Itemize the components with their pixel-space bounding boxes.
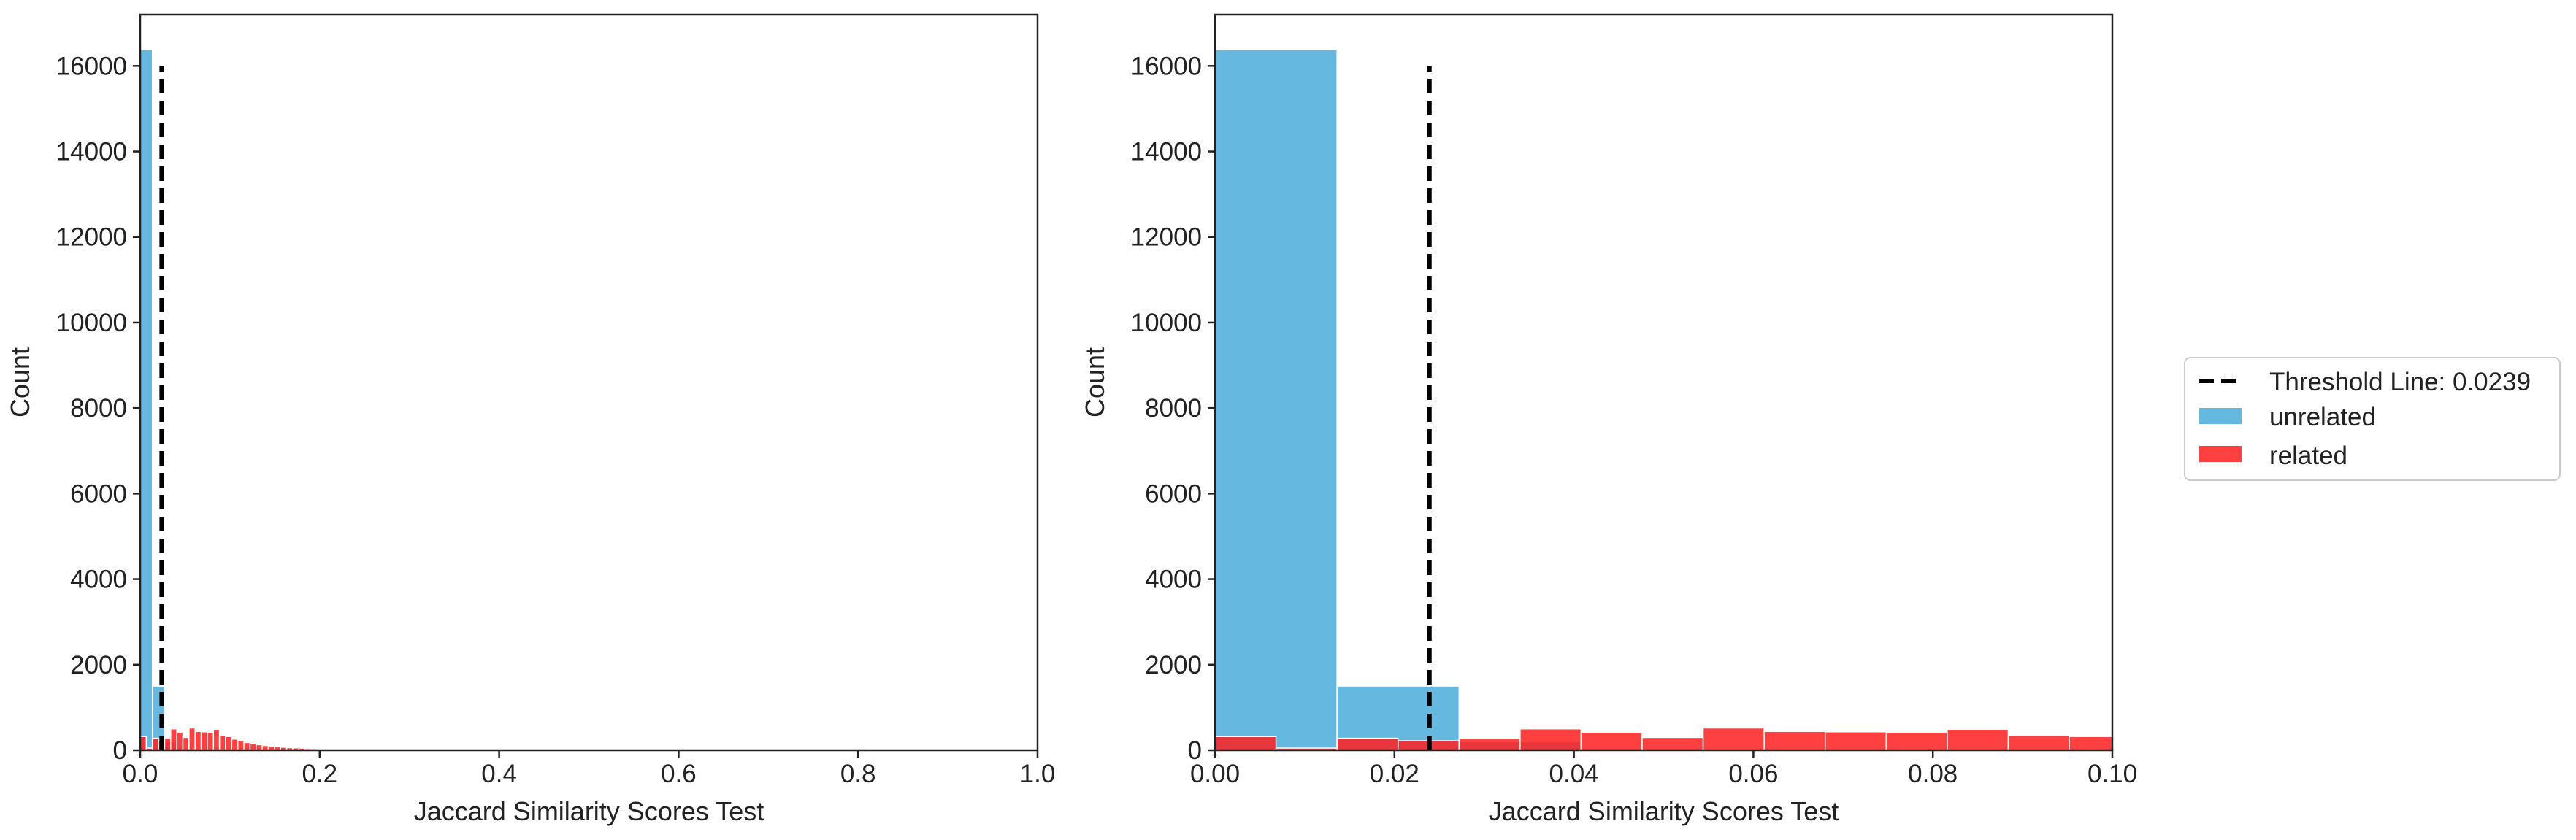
bar-related bbox=[1580, 731, 1643, 750]
x-tick-label: 0.04 bbox=[1549, 760, 1599, 788]
y-tick-label: 4000 bbox=[70, 566, 127, 594]
axes-frame bbox=[139, 13, 1039, 752]
bar-related bbox=[176, 731, 184, 750]
x-tick-label: 0.2 bbox=[302, 760, 337, 788]
bar-related bbox=[1519, 728, 1582, 750]
y-tick-label: 16000 bbox=[56, 52, 127, 80]
y-axis-label: Count bbox=[5, 347, 35, 417]
legend-item-threshold: Threshold Line: 0.0239 bbox=[2269, 368, 2531, 396]
bar-related bbox=[207, 731, 215, 750]
legend-item-related: related bbox=[2269, 442, 2347, 470]
x-tick-label: 0.02 bbox=[1370, 760, 1419, 788]
y-tick-label: 10000 bbox=[1131, 309, 1202, 337]
x-tick-label: 0.00 bbox=[1190, 760, 1240, 788]
bar-related bbox=[237, 739, 245, 750]
bar-related bbox=[1702, 727, 1765, 750]
bar-related bbox=[2069, 736, 2112, 750]
y-tick-label: 6000 bbox=[1145, 479, 1202, 508]
bar-related bbox=[188, 727, 196, 750]
bar-related bbox=[194, 731, 202, 750]
x-tick-label: 0.4 bbox=[481, 760, 517, 788]
bar-related bbox=[1215, 736, 1277, 750]
x-tick-label: 0.10 bbox=[2088, 760, 2137, 788]
x-tick-label: 0.06 bbox=[1728, 760, 1778, 788]
bar-related bbox=[182, 736, 190, 750]
legend-item-unrelated: unrelated bbox=[2269, 403, 2376, 431]
bar-related bbox=[1824, 731, 1887, 750]
y-tick-label: 16000 bbox=[1131, 52, 1202, 80]
bar-related bbox=[200, 731, 208, 750]
y-tick-label: 12000 bbox=[1131, 223, 1202, 252]
x-axis-label: Jaccard Similarity Scores Test bbox=[414, 796, 764, 826]
histogram-panel-full-range: 0.0 0.2 0.4 0.6 0.8 1.0 0 2000 4000 6000 8000 10000… bbox=[5, 13, 1056, 826]
bar-related bbox=[1763, 731, 1826, 750]
x-tick-label: 0.08 bbox=[1908, 760, 1958, 788]
y-tick-label: 14000 bbox=[1131, 138, 1202, 166]
y-tick-label: 12000 bbox=[56, 223, 127, 252]
y-tick-label: 14000 bbox=[56, 138, 127, 166]
axes-frame bbox=[1214, 13, 2114, 752]
axis-ticks-group: 0.0 0.2 0.4 0.6 0.8 1.0 0 2000 4000 6000 8000 10000… bbox=[56, 52, 1056, 788]
y-tick-label: 2000 bbox=[1145, 651, 1202, 679]
bar-related bbox=[212, 728, 221, 750]
bar-related bbox=[170, 728, 177, 750]
bar-related bbox=[218, 734, 226, 750]
y-tick-label: 8000 bbox=[1145, 394, 1202, 423]
bar-related bbox=[2007, 734, 2070, 750]
bars-group bbox=[140, 49, 446, 750]
bar-unrelated bbox=[140, 49, 153, 750]
x-tick-label: 0.6 bbox=[661, 760, 697, 788]
bar-related bbox=[225, 736, 233, 750]
histogram-panel-zoomed: 0.00 0.02 0.04 0.06 0.08 0.10 0 2000 4000 6000 800… bbox=[1080, 13, 2137, 826]
legend: Threshold Line: 0.0239 unrelated related bbox=[2184, 357, 2561, 481]
y-axis-label: Count bbox=[1080, 347, 1110, 417]
y-tick-label: 4000 bbox=[1145, 566, 1202, 594]
legend-box bbox=[2184, 357, 2561, 481]
bar-related bbox=[1458, 737, 1521, 750]
x-axis-label: Jaccard Similarity Scores Test bbox=[1489, 796, 1839, 826]
bar-related bbox=[1641, 736, 1704, 750]
bar-related bbox=[249, 742, 257, 750]
y-tick-label: 0 bbox=[113, 736, 127, 765]
bar-related bbox=[243, 741, 251, 750]
bar-related bbox=[1947, 728, 2009, 750]
y-tick-label: 6000 bbox=[70, 479, 127, 508]
legend-related-swatch bbox=[2199, 446, 2242, 462]
x-tick-label: 0.0 bbox=[123, 760, 158, 788]
y-tick-label: 2000 bbox=[70, 651, 127, 679]
y-tick-label: 0 bbox=[1188, 736, 1202, 765]
bar-related bbox=[231, 739, 239, 750]
y-tick-label: 8000 bbox=[70, 394, 127, 423]
bar-related bbox=[1336, 737, 1399, 750]
bar-related bbox=[140, 736, 147, 750]
legend-unrelated-swatch bbox=[2199, 408, 2242, 424]
axis-ticks-group: 0.00 0.02 0.04 0.06 0.08 0.10 0 2000 4000 6000 800… bbox=[1131, 52, 2137, 788]
bar-unrelated bbox=[1215, 49, 1338, 750]
x-tick-label: 0.8 bbox=[840, 760, 876, 788]
y-tick-label: 10000 bbox=[56, 309, 127, 337]
x-tick-label: 1.0 bbox=[1020, 760, 1056, 788]
bar-related bbox=[164, 737, 172, 750]
bar-related bbox=[1885, 731, 1948, 750]
bar-related bbox=[151, 737, 159, 750]
